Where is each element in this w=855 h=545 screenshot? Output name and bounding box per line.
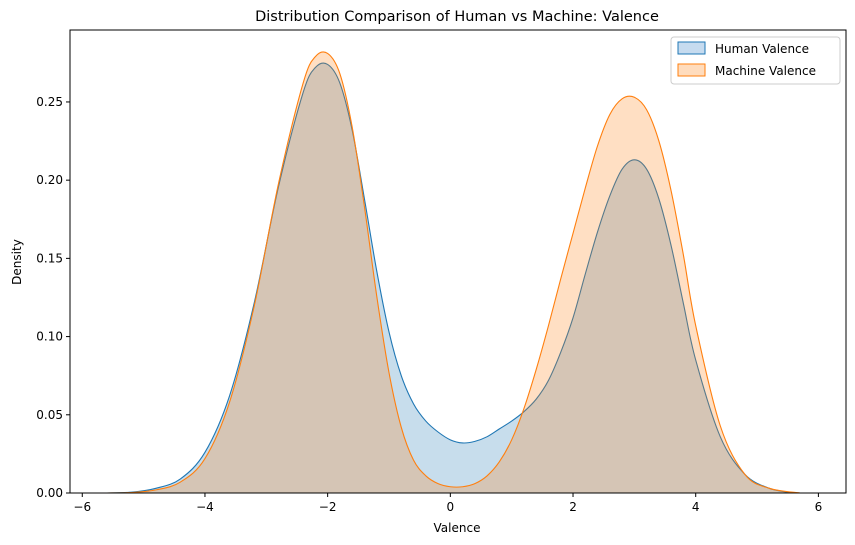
legend-swatch-machine [677, 63, 706, 77]
x-tick-label: −6 [73, 500, 91, 514]
legend-label-human: Human Valence [715, 42, 809, 56]
y-tick-label: 0.00 [36, 486, 63, 500]
legend-swatch-human [677, 41, 706, 55]
x-tick-label: 0 [447, 500, 455, 514]
plot-area [106, 51, 801, 493]
y-tick-label: 0.15 [36, 251, 63, 265]
x-tick-label: −2 [319, 500, 337, 514]
y-axis-label: Density [10, 239, 24, 285]
x-tick-label: 6 [815, 500, 823, 514]
area-machine-valence [106, 51, 800, 493]
chart-title: Distribution Comparison of Human vs Mach… [255, 9, 659, 25]
legend-box [670, 36, 841, 85]
y-axis: 0.00 0.05 0.10 0.15 0.20 0.25 [36, 95, 70, 500]
plot-frame [69, 29, 847, 494]
x-axis-label: Valence [434, 521, 481, 535]
line-machine-valence [106, 51, 801, 493]
y-tick-label: 0.25 [36, 95, 63, 109]
line-human-valence [106, 62, 794, 493]
y-tick-label: 0.05 [36, 408, 63, 422]
x-tick-label: 4 [692, 500, 700, 514]
y-tick-label: 0.20 [36, 173, 63, 187]
x-tick-label: −4 [196, 500, 214, 514]
area-human-valence [106, 63, 794, 493]
y-tick-label: 0.10 [36, 330, 63, 344]
legend-label-machine: Machine Valence [715, 64, 816, 78]
x-tick-label: 2 [569, 500, 577, 514]
legend: Human Valence Machine Valence [670, 36, 841, 85]
x-axis: −6 −4 −2 0 2 4 6 [73, 493, 822, 514]
